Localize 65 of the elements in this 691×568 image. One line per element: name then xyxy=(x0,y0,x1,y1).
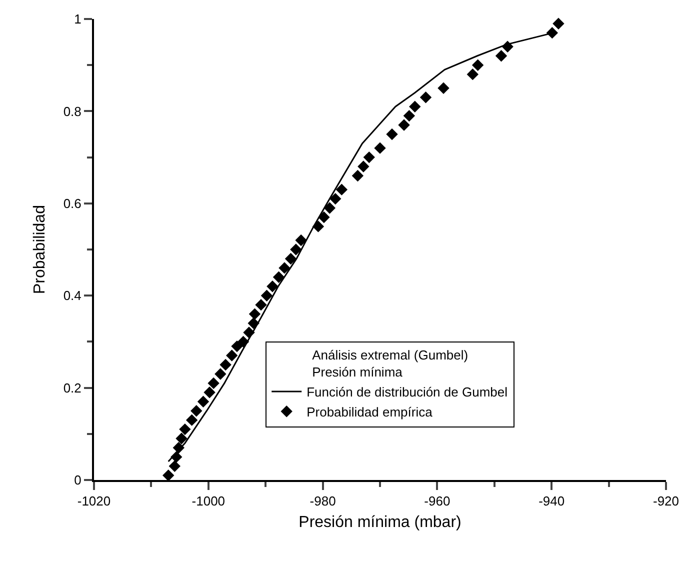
point xyxy=(374,142,386,154)
x-tick-label: -980 xyxy=(310,494,336,509)
point xyxy=(168,460,180,472)
point xyxy=(552,18,564,30)
point xyxy=(295,234,307,246)
point xyxy=(248,317,260,330)
y-tick-label: 0.6 xyxy=(63,196,82,211)
legend-label: Función de distribución de Gumbel xyxy=(306,384,508,400)
point xyxy=(170,451,182,463)
point xyxy=(260,290,273,302)
legend-title: Análisis extremal (Gumbel) Presión mínima xyxy=(312,348,468,380)
point xyxy=(226,350,238,362)
y-tick-label: 0.8 xyxy=(63,104,82,119)
point xyxy=(243,326,255,338)
y-tick-label: 0.4 xyxy=(63,288,82,304)
point xyxy=(502,40,514,53)
point xyxy=(278,262,290,274)
point xyxy=(398,119,410,131)
point xyxy=(403,110,416,122)
point xyxy=(208,377,220,390)
x-tick-label: -940 xyxy=(538,494,565,509)
point xyxy=(272,271,285,284)
x-axis-title: Presión mínima (mbar) xyxy=(298,514,462,531)
point xyxy=(318,211,330,224)
x-tick-label: -1000 xyxy=(192,494,226,509)
point xyxy=(231,340,243,352)
point xyxy=(197,396,210,408)
legend-label: Probabilidad empírica xyxy=(306,404,434,420)
point xyxy=(324,202,336,214)
point xyxy=(204,386,216,398)
point xyxy=(266,280,278,292)
y-tick-label: 0.2 xyxy=(63,380,82,396)
point xyxy=(409,100,421,112)
point xyxy=(248,308,261,320)
point xyxy=(179,423,191,436)
point xyxy=(172,442,185,454)
point xyxy=(190,405,202,417)
y-tick-label: 0 xyxy=(74,472,82,488)
point xyxy=(290,244,302,256)
point xyxy=(237,336,250,348)
point xyxy=(214,368,226,380)
point xyxy=(312,220,324,232)
point xyxy=(220,358,232,371)
point xyxy=(358,160,370,172)
point xyxy=(472,59,484,71)
point xyxy=(466,68,479,80)
x-tick-label: -920 xyxy=(652,494,680,509)
y-tick-label: 1 xyxy=(74,12,82,27)
point xyxy=(162,470,174,482)
point xyxy=(363,151,375,164)
point xyxy=(495,50,508,62)
point xyxy=(546,26,558,39)
point xyxy=(438,82,450,94)
point xyxy=(386,128,398,140)
point xyxy=(336,184,348,196)
point xyxy=(352,170,364,182)
y-axis-title: Probabilidad xyxy=(32,205,49,294)
point xyxy=(284,252,297,265)
point xyxy=(420,92,432,104)
point xyxy=(186,414,198,426)
point xyxy=(330,192,342,205)
point xyxy=(255,298,267,311)
x-tick-label: -960 xyxy=(424,494,450,509)
x-tick-label: -1020 xyxy=(77,494,111,509)
point xyxy=(176,432,188,444)
